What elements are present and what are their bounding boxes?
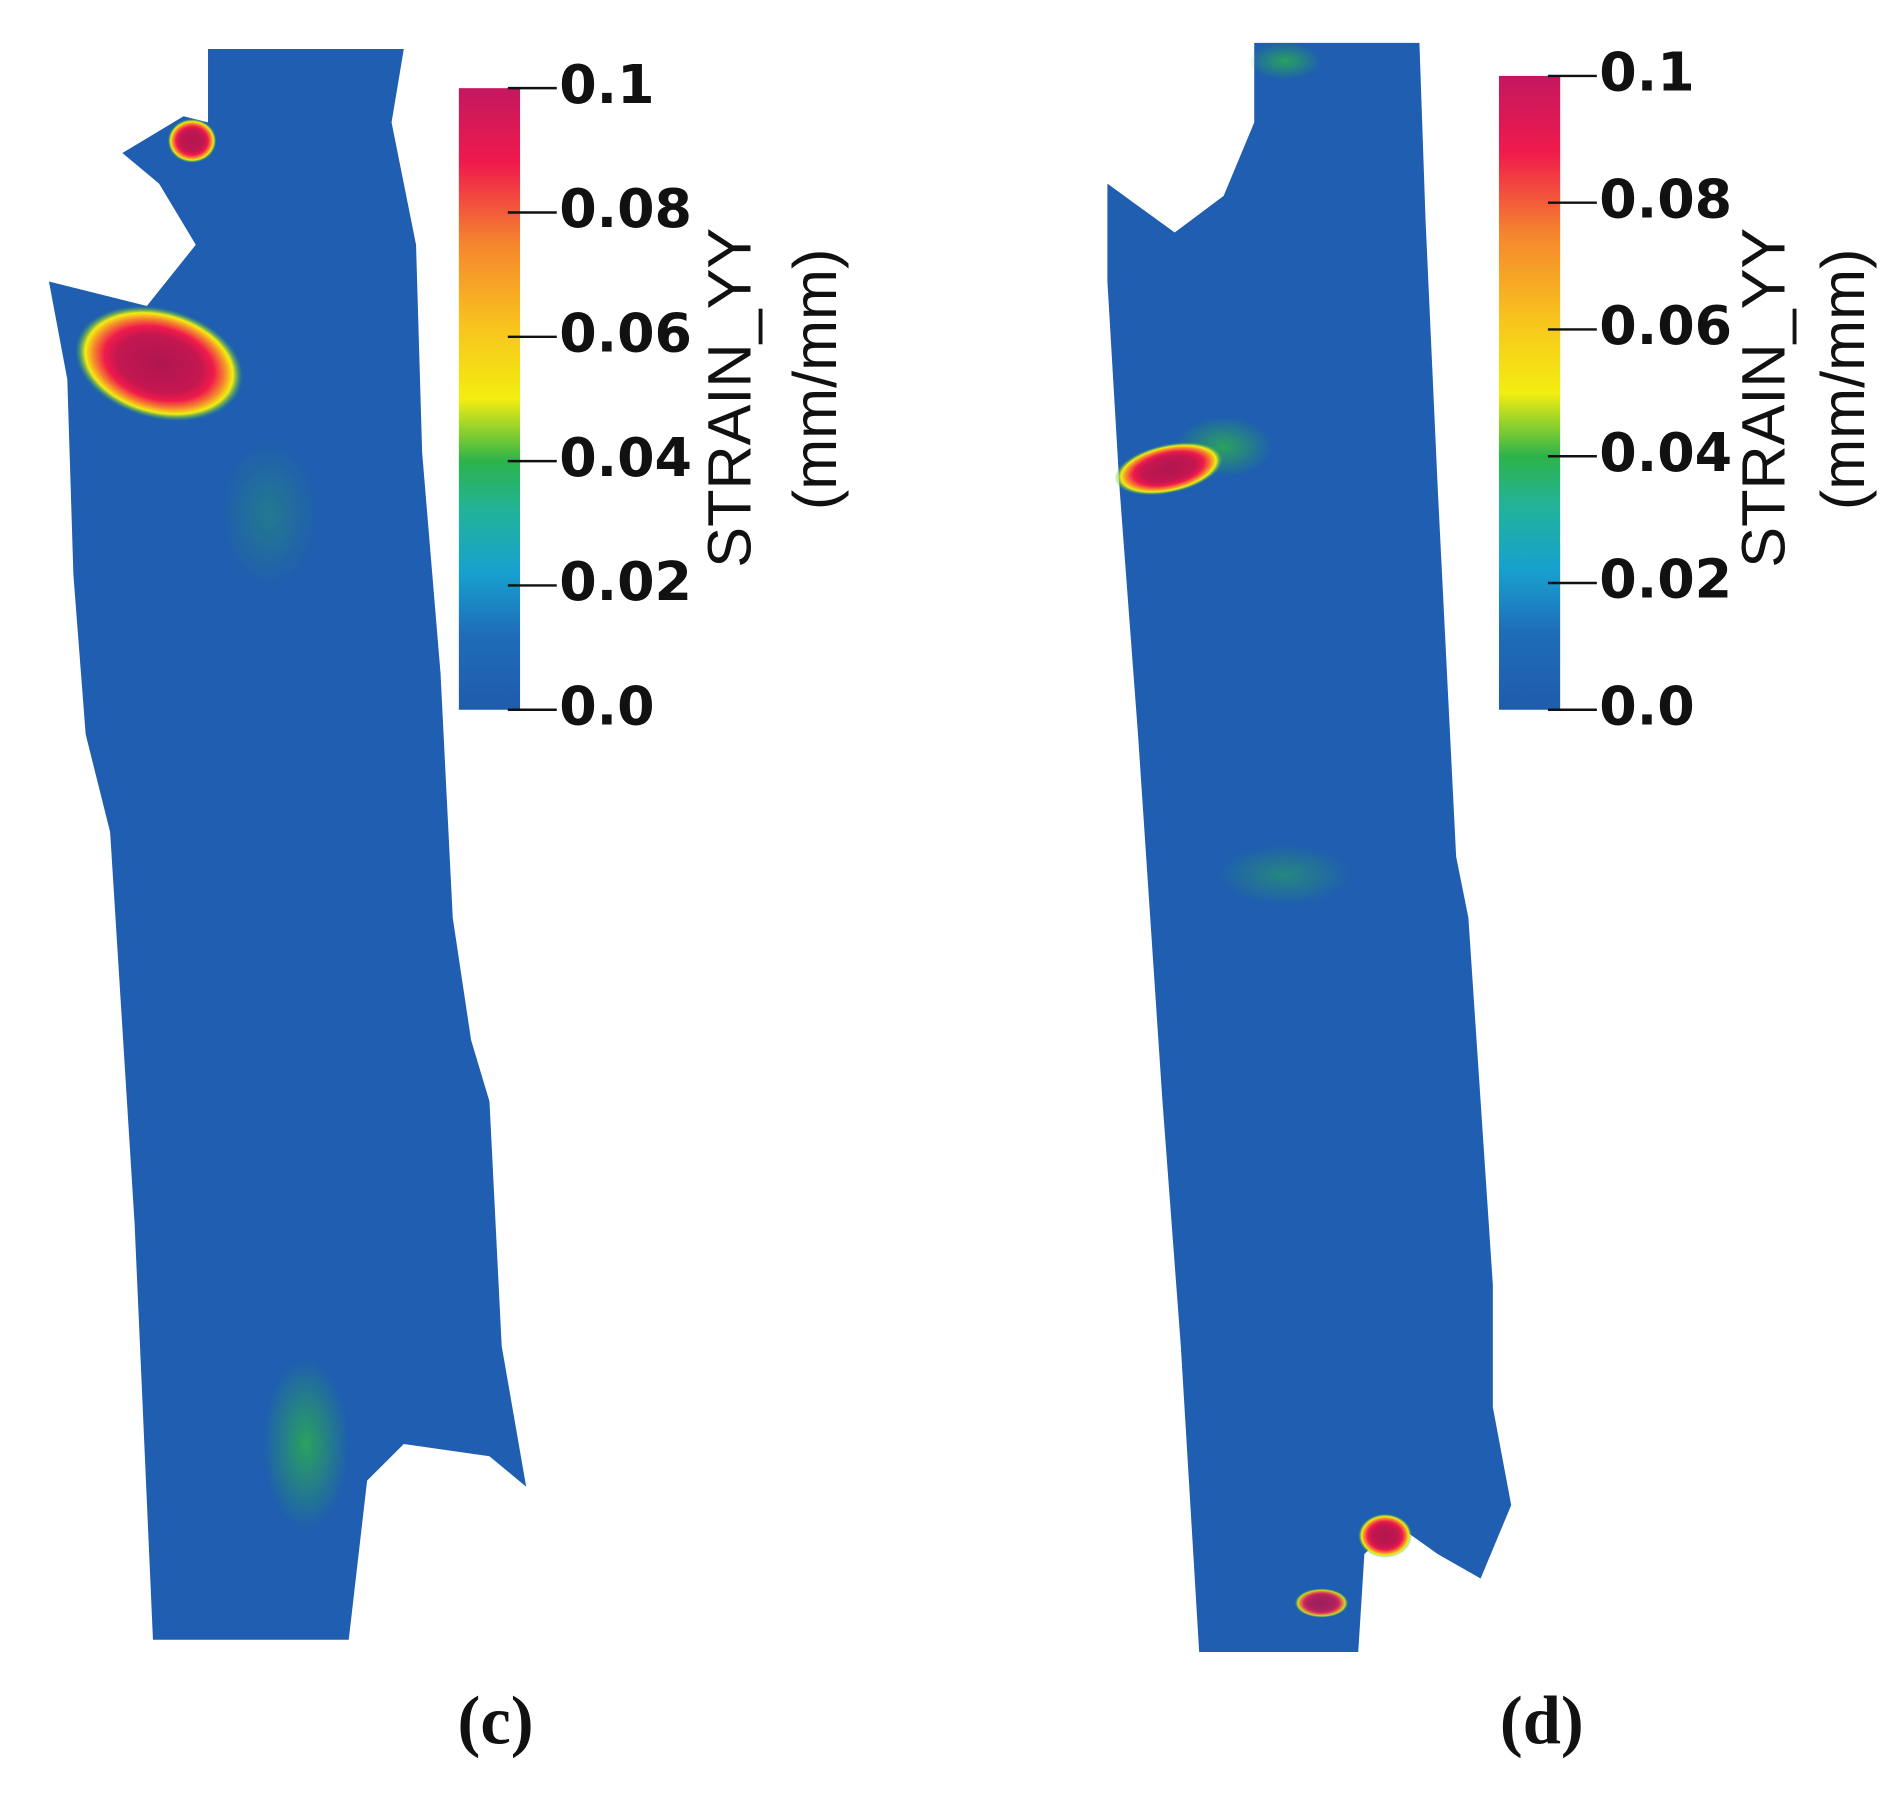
colorbar <box>1498 75 1561 710</box>
colorbar-tick-label: 0.06 <box>1599 294 1732 357</box>
colorbar-tick-label: 0.0 <box>559 674 654 737</box>
colorbar-tick-label: 0.02 <box>559 550 692 613</box>
colorbar-tick-label: 0.08 <box>1599 167 1732 230</box>
colorbar-tick-label: 0.1 <box>1599 41 1694 104</box>
colorbar-tick-label: 0.08 <box>559 177 692 240</box>
specimen-c <box>48 48 527 1640</box>
specimen-d <box>1107 42 1512 1652</box>
colorbar-title: STRAIN_YY <box>1729 228 1797 568</box>
colorbar-tick-label: 0.04 <box>1599 421 1732 484</box>
colorbar-unit: (mm/mm) <box>781 249 849 511</box>
colorbar-unit: (mm/mm) <box>1809 249 1877 511</box>
colorbar-tick-label: 0.04 <box>559 426 692 489</box>
colorbar-tick-label: 0.1 <box>559 53 654 116</box>
colorbar-title: STRAIN_YY <box>695 228 763 568</box>
colorbar-tick-label: 0.0 <box>1599 674 1694 737</box>
colorbar-tick-label: 0.02 <box>1599 548 1732 611</box>
colorbar <box>458 88 521 710</box>
colorbar-tick-label: 0.06 <box>559 301 692 364</box>
panel-label: (d) <box>1500 1683 1584 1759</box>
panel-label: (c) <box>458 1683 534 1759</box>
